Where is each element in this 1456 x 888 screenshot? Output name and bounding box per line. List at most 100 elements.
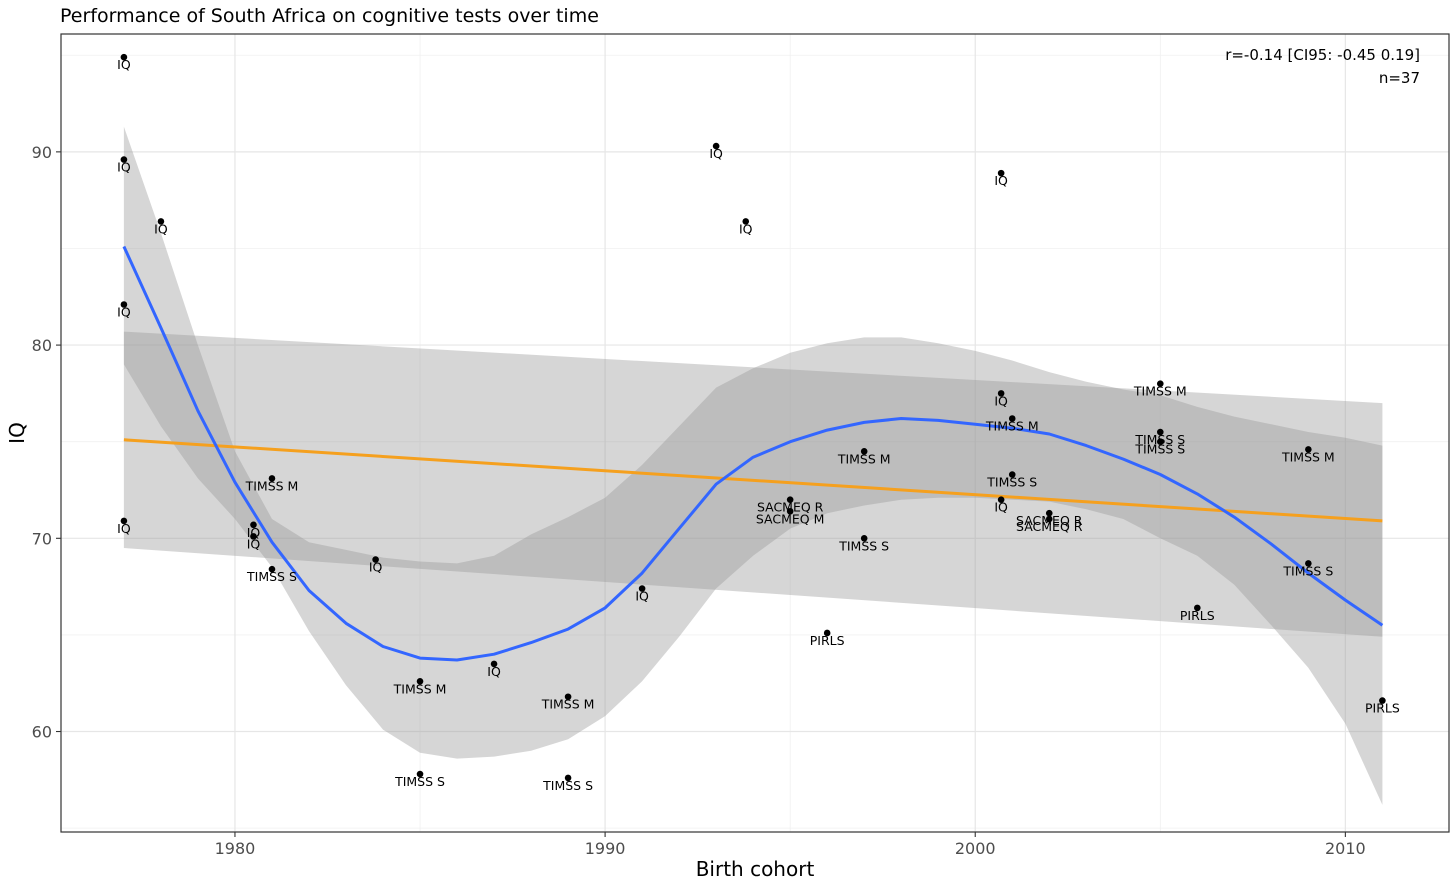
- data-point: [1045, 515, 1053, 523]
- point-label: SACMEQ R: [1016, 519, 1083, 534]
- data-point: [1008, 471, 1016, 478]
- y-axis-title: IQ: [5, 422, 29, 444]
- data-point: [1156, 380, 1164, 388]
- chart-title: Performance of South Africa on cognitive…: [60, 5, 599, 27]
- data-point: [997, 390, 1005, 397]
- data-point: [997, 496, 1005, 503]
- data-point: [997, 169, 1005, 177]
- confidence-bands: [123, 126, 1383, 805]
- x-tick-label: 1990: [585, 839, 626, 858]
- data-point: [564, 693, 572, 701]
- annotation-line: r=-0.14 [CI95: -0.45 0.19]: [1225, 46, 1420, 64]
- correlation-annotation: r=-0.14 [CI95: -0.45 0.19] n=37: [1225, 46, 1420, 87]
- point-label: IQ: [117, 305, 131, 320]
- point-label: TIMSS M: [837, 451, 891, 466]
- data-point: [638, 585, 646, 592]
- linear-fit-line: [123, 438, 1383, 523]
- point-label: IQ: [635, 589, 649, 604]
- point-label: TIMSS M: [393, 681, 447, 696]
- x-tick-label: 2010: [1325, 839, 1366, 858]
- data-point: [268, 475, 276, 482]
- data-point: [1305, 560, 1312, 567]
- plot-border: [60, 33, 1450, 833]
- data-point: [416, 677, 424, 685]
- data-point: [786, 496, 794, 503]
- point-label: IQ: [369, 560, 383, 575]
- point-label: IQ: [487, 664, 501, 679]
- point-label: IQ: [247, 536, 261, 551]
- point-label: IQ: [247, 525, 261, 540]
- data-point: [564, 774, 572, 782]
- data-point: [416, 770, 424, 778]
- data-point: [157, 218, 165, 225]
- data-points: [120, 53, 1386, 782]
- point-label: TIMSS M: [985, 419, 1039, 434]
- x-tick-label: 1980: [215, 839, 256, 858]
- data-point: [120, 517, 128, 525]
- point-label: SACMEQ R: [757, 500, 824, 515]
- data-point: [120, 53, 128, 61]
- point-label: TIMSS S: [542, 778, 593, 793]
- point-label: TIMSS S: [394, 774, 445, 789]
- data-point: [860, 448, 868, 455]
- data-point: [268, 565, 276, 573]
- data-point: [860, 535, 868, 542]
- y-tick-label: 80: [32, 336, 52, 355]
- data-point: [1194, 604, 1201, 612]
- data-point: [823, 629, 831, 637]
- point-label: TIMSS M: [1133, 384, 1187, 399]
- point-label: PIRLS: [810, 633, 845, 648]
- data-point: [120, 156, 128, 163]
- point-label: IQ: [117, 57, 131, 72]
- point-label: IQ: [994, 500, 1008, 515]
- point-label: PIRLS: [1365, 701, 1400, 716]
- data-point: [786, 507, 794, 515]
- point-label: IQ: [117, 160, 131, 175]
- point-label: TIMSS S: [986, 475, 1037, 490]
- data-point: [1156, 438, 1164, 445]
- data-point: [120, 301, 128, 308]
- point-label: TIMSS M: [245, 478, 299, 493]
- loess-fit-confidence-band: [123, 126, 1383, 805]
- point-label: TIMSS S: [1134, 432, 1185, 447]
- data-point: [250, 533, 257, 540]
- point-label: TIMSS S: [246, 569, 297, 584]
- point-label: PIRLS: [1180, 608, 1215, 623]
- x-tick-label: 2000: [955, 839, 996, 858]
- y-tick-label: 90: [32, 143, 52, 162]
- point-label: TIMSS S: [838, 538, 889, 553]
- point-label: IQ: [739, 221, 753, 236]
- point-label: IQ: [154, 221, 168, 236]
- data-point: [372, 556, 379, 563]
- y-tick-label: 60: [32, 723, 52, 742]
- annotation-line: n=37: [1379, 69, 1420, 87]
- y-tick-label: 70: [32, 529, 52, 548]
- data-point: [250, 521, 257, 529]
- data-point: [490, 660, 498, 668]
- data-point: [1379, 697, 1386, 704]
- data-point: [1305, 446, 1312, 453]
- point-label: IQ: [994, 393, 1008, 408]
- point-label: IQ: [709, 146, 723, 161]
- loess-fit-line: [122, 245, 1384, 662]
- x-axis-ticks: 1980 1990 2000 2010: [215, 832, 1366, 858]
- data-point: [1045, 509, 1053, 517]
- fit-lines: [122, 245, 1384, 662]
- point-label: TIMSS M: [541, 697, 595, 712]
- point-label: SACMEQ R: [1016, 513, 1083, 528]
- data-point: [1008, 415, 1016, 422]
- point-label: TIMSS M: [1281, 449, 1335, 464]
- data-point: [1156, 428, 1164, 436]
- plot-panel: [61, 34, 1449, 832]
- point-label: SACMEQ M: [756, 511, 825, 526]
- point-label: IQ: [994, 173, 1008, 188]
- linear-fit-confidence-band: [123, 331, 1383, 637]
- y-axis-ticks: 60 70 80 90: [32, 143, 61, 742]
- x-axis-title: Birth cohort: [696, 857, 815, 881]
- point-label: TIMSS S: [1134, 442, 1185, 457]
- major-gridlines: [61, 34, 1449, 832]
- data-point: [742, 218, 750, 225]
- point-label: TIMSS S: [1282, 563, 1333, 578]
